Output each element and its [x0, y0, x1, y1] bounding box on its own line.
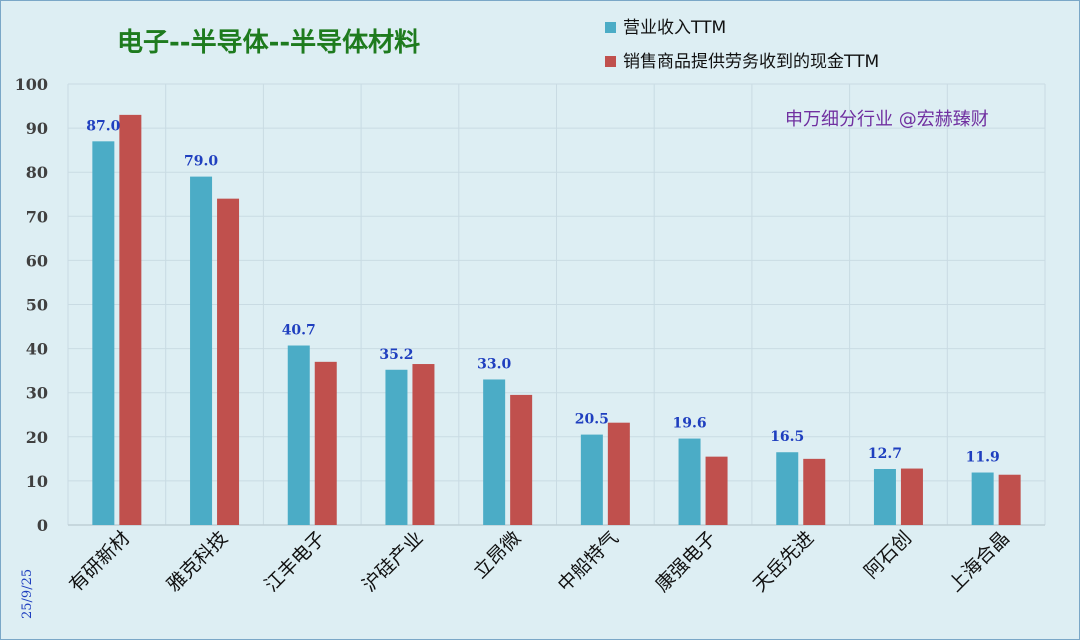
- bar-cash-8: [900, 468, 923, 525]
- bar-revenue-9: [971, 472, 994, 525]
- date-label: 25/9/25: [20, 569, 35, 619]
- data-labels: 87.0 79.0 40.7 35.2 33.0 20.5 19.6 16.5 12.7 11.9: [86, 118, 999, 465]
- legend: 营业收入TTM 销售商品提供劳务收到的现金TTM: [605, 18, 879, 72]
- bar-cash-1: [217, 198, 240, 525]
- data-label-revenue-0: 87.0: [86, 118, 120, 134]
- bar-cash-5: [607, 422, 630, 525]
- y-tick-label: 100: [15, 75, 48, 94]
- bar-revenue-6: [678, 438, 701, 525]
- legend-label-cash: 销售商品提供劳务收到的现金TTM: [623, 52, 879, 72]
- y-tick-label: 90: [26, 119, 48, 138]
- bar-cash-3: [412, 364, 435, 525]
- data-label-revenue-2: 40.7: [282, 323, 316, 339]
- x-axis-ticks: 有研新材 雅克科技 江丰电子 沪硅产业 立昂微 中船特气 康强电子 天岳先进 阿石创 上海合晶: [65, 527, 1014, 596]
- x-tick-label: 有研新材: [65, 527, 134, 596]
- x-tick-label: 沪硅产业: [358, 527, 427, 596]
- y-tick-label: 30: [26, 384, 48, 403]
- y-tick-label: 50: [26, 296, 48, 315]
- x-tick-label: 天岳先进: [749, 527, 818, 596]
- data-label-revenue-6: 19.6: [672, 416, 706, 432]
- y-tick-label: 0: [37, 516, 48, 535]
- y-tick-label: 20: [26, 428, 48, 447]
- x-tick-label: 上海合晶: [944, 527, 1013, 596]
- bar-cash-9: [998, 474, 1021, 525]
- bar-revenue-3: [385, 369, 408, 525]
- y-tick-label: 40: [26, 340, 48, 359]
- y-tick-label: 60: [26, 251, 48, 270]
- bar-revenue-1: [190, 176, 213, 526]
- bar-cash-6: [705, 456, 728, 525]
- bar-cash-2: [314, 361, 337, 525]
- x-tick-label: 阿石创: [860, 527, 916, 583]
- y-axis-ticks: 0 10 20 30 40 50 60 70 80 90 100: [15, 75, 48, 535]
- bar-revenue-5: [580, 434, 603, 525]
- bar-revenue-2: [287, 345, 310, 525]
- legend-label-revenue: 营业收入TTM: [623, 18, 726, 38]
- y-tick-label: 80: [26, 163, 48, 182]
- x-tick-label: 江丰电子: [260, 527, 329, 596]
- legend-swatch-cash: [605, 56, 616, 67]
- chart-title: 电子--半导体--半导体材料: [117, 28, 420, 58]
- y-tick-label: 70: [26, 207, 48, 226]
- bar-cash-7: [803, 458, 826, 525]
- data-label-revenue-8: 12.7: [868, 446, 902, 462]
- source-annotation: 申万细分行业 @宏赫臻财: [785, 109, 989, 130]
- data-label-revenue-7: 16.5: [770, 429, 804, 445]
- bars: [92, 114, 1021, 526]
- x-tick-label: 立昂微: [469, 527, 525, 583]
- data-label-revenue-9: 11.9: [966, 450, 1000, 466]
- data-label-revenue-3: 35.2: [379, 347, 413, 363]
- x-tick-label: 雅克科技: [163, 527, 232, 596]
- bar-cash-0: [119, 114, 142, 526]
- x-tick-label: 中船特气: [554, 527, 623, 596]
- bar-revenue-8: [873, 468, 896, 525]
- data-label-revenue-1: 79.0: [184, 154, 218, 170]
- bar-revenue-0: [92, 141, 115, 525]
- data-label-revenue-5: 20.5: [575, 412, 609, 428]
- x-tick-label: 康强电子: [651, 527, 720, 596]
- y-tick-label: 10: [26, 472, 48, 491]
- legend-swatch-revenue: [605, 22, 616, 33]
- bar-revenue-7: [776, 452, 799, 525]
- bar-cash-4: [510, 394, 533, 525]
- bar-revenue-4: [483, 379, 506, 525]
- data-label-revenue-4: 33.0: [477, 356, 511, 372]
